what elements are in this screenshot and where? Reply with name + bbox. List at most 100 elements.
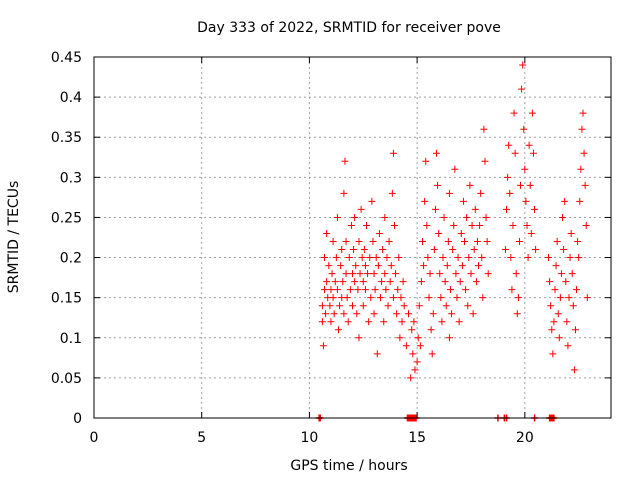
data-point	[472, 278, 480, 286]
data-point	[396, 334, 404, 342]
data-point	[575, 254, 583, 262]
axes: 0 0.05 0.1 0.15 0.2 0.25 0.3 0.35 0.4 0.45 0 5 10 15 2…	[51, 50, 611, 446]
data-point	[368, 197, 376, 205]
data-point	[466, 181, 474, 189]
data-point	[343, 294, 351, 302]
data-point	[428, 350, 436, 358]
data-point	[430, 246, 438, 254]
data-point	[340, 310, 348, 318]
data-point	[470, 246, 478, 254]
data-point	[532, 246, 540, 254]
data-point	[398, 318, 406, 326]
data-point	[449, 246, 457, 254]
y-tick-label: 0.25	[51, 210, 82, 226]
data-point	[429, 310, 437, 318]
data-point	[518, 85, 526, 93]
y-tick-label: 0.2	[60, 251, 82, 267]
x-tick-label: 0	[90, 430, 99, 446]
data-point	[427, 326, 435, 334]
data-point	[371, 286, 379, 294]
data-point	[567, 229, 575, 237]
data-point	[339, 278, 347, 286]
y-tick-label: 0.45	[51, 50, 82, 66]
data-point	[583, 294, 591, 302]
data-point	[577, 165, 585, 173]
data-point	[425, 294, 433, 302]
data-point	[326, 302, 334, 310]
data-point	[329, 238, 337, 246]
data-point	[568, 270, 576, 278]
data-point	[434, 181, 442, 189]
data-point	[399, 278, 407, 286]
data-point	[359, 302, 367, 310]
data-point	[388, 189, 396, 197]
data-point	[454, 254, 462, 262]
data-point	[451, 165, 459, 173]
data-point	[547, 302, 555, 310]
data-point	[322, 310, 330, 318]
data-point	[394, 286, 402, 294]
data-point	[381, 270, 389, 278]
data-point	[431, 205, 439, 213]
data-point	[573, 286, 581, 294]
data-point	[382, 286, 390, 294]
data-point	[521, 165, 529, 173]
data-point	[365, 318, 373, 326]
data-point	[334, 326, 342, 334]
data-point	[508, 286, 516, 294]
data-point	[452, 270, 460, 278]
data-point	[579, 109, 587, 117]
data-point	[457, 229, 465, 237]
data-point	[447, 286, 455, 294]
data-point	[361, 286, 369, 294]
data-point	[564, 342, 572, 350]
data-point	[413, 358, 421, 366]
data-point	[355, 334, 363, 342]
data-point	[357, 205, 365, 213]
data-point	[331, 278, 339, 286]
data-point	[556, 294, 564, 302]
data-point	[416, 342, 424, 350]
data-point	[405, 310, 413, 318]
data-point	[503, 205, 511, 213]
data-point	[440, 213, 448, 221]
data-point	[481, 157, 489, 165]
data-point	[397, 294, 405, 302]
data-point	[389, 149, 397, 157]
data-point	[381, 213, 389, 221]
data-point	[527, 229, 535, 237]
data-point	[325, 262, 333, 270]
data-point	[514, 294, 522, 302]
data-point	[478, 254, 486, 262]
data-point	[435, 229, 443, 237]
chart-title: Day 333 of 2022, SRMTID for receiver pov…	[197, 20, 501, 36]
data-point	[561, 197, 569, 205]
data-point	[389, 294, 397, 302]
data-point	[465, 254, 473, 262]
data-point	[453, 294, 461, 302]
data-point	[569, 302, 577, 310]
y-tick-label: 0.3	[60, 170, 82, 186]
y-tick-label: 0.15	[51, 291, 82, 307]
data-point	[479, 294, 487, 302]
data-point	[373, 350, 381, 358]
x-tick-label: 20	[516, 430, 534, 446]
data-point	[571, 326, 579, 334]
data-point	[546, 278, 554, 286]
data-point	[512, 270, 520, 278]
data-point	[349, 302, 356, 310]
x-tick-label: 15	[408, 430, 426, 446]
data-point	[458, 262, 466, 270]
data-point	[361, 262, 369, 270]
data-point	[559, 213, 567, 221]
data-point	[320, 286, 328, 294]
data-point	[510, 109, 518, 117]
data-point	[581, 181, 589, 189]
data-point	[370, 310, 378, 318]
data-point	[323, 278, 331, 286]
data-point	[400, 302, 408, 310]
data-point	[471, 205, 479, 213]
data-point	[329, 294, 337, 302]
data-point	[351, 278, 359, 286]
data-point	[553, 238, 561, 246]
